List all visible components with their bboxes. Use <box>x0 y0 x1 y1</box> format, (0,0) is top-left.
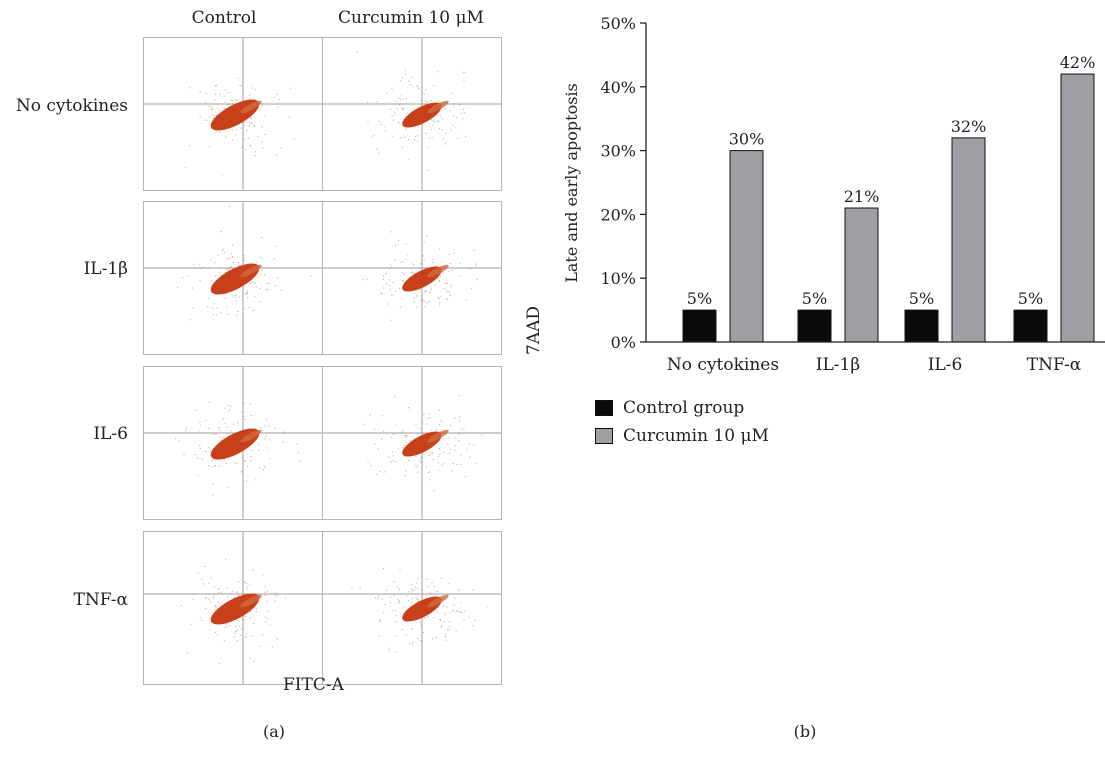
y-tick-label: 20% <box>600 205 636 224</box>
legend-swatch-curcumin <box>595 428 613 444</box>
row-header-no-cytokines: No cytokines <box>15 96 128 116</box>
column-header-curcumin: Curcumin 10 μM <box>338 8 484 28</box>
bar-value-label: 30% <box>729 130 765 149</box>
y-tick-label: 40% <box>600 78 636 97</box>
bar-chart: 0% 10% 20% 30% 40% 50% 5% 30% 5% 21% 5% 32% 5% 42% N… <box>562 14 1105 375</box>
panel-a-tag: (a) <box>262 722 286 741</box>
y-tick-label: 0% <box>611 333 636 352</box>
bar-labels: 5% 30% 5% 21% 5% 32% 5% 42% <box>687 53 1095 308</box>
row-header-il6: IL-6 <box>93 424 128 444</box>
panel-b-tag: (b) <box>793 722 817 741</box>
bar-value-label: 21% <box>844 187 880 206</box>
y-axis: 0% 10% 20% 30% 40% 50% <box>600 14 647 352</box>
flow-plot-no-cytokines-curcumin <box>322 37 502 191</box>
bar-value-label: 42% <box>1060 53 1096 72</box>
y-tick-label: 30% <box>600 142 636 161</box>
row-header-il1b: IL-1β <box>83 259 128 279</box>
bar-value-label: 5% <box>687 289 712 308</box>
bar-curcumin-2 <box>951 137 986 343</box>
flow-plot-il1b-curcumin <box>322 201 502 355</box>
bar-control-3 <box>1013 309 1048 343</box>
flow-plot-tnfa-control <box>143 531 323 685</box>
flow-plot-il6-control <box>143 366 323 520</box>
x-tick-label: IL-6 <box>928 355 963 375</box>
flow-plot-il6-curcumin <box>322 366 502 520</box>
flow-plot-il1b-control <box>143 201 323 355</box>
row-header-tnfa: TNF-α <box>73 590 128 610</box>
bar-control-1 <box>797 309 832 343</box>
x-axis: No cytokines IL-1β IL-6 TNF-α <box>646 341 1105 375</box>
bar-curcumin-0 <box>729 150 764 343</box>
bar-curcumin-1 <box>844 207 879 343</box>
chart-y-axis-title: Late and early apoptosis <box>562 83 581 282</box>
bars <box>682 73 1095 343</box>
bar-curcumin-3 <box>1060 73 1095 343</box>
flow-x-axis-title: FITC-A <box>283 675 344 695</box>
legend-swatch-control <box>595 400 613 416</box>
bar-control-0 <box>682 309 717 343</box>
legend-label-curcumin: Curcumin 10 μM <box>623 426 769 446</box>
bar-value-label: 5% <box>802 289 827 308</box>
flow-plot-no-cytokines-control <box>143 37 323 191</box>
x-tick-label: No cytokines <box>667 355 779 375</box>
bar-value-label: 32% <box>951 117 987 136</box>
x-tick-label: IL-1β <box>816 355 860 375</box>
y-tick-label: 10% <box>600 269 636 288</box>
flow-plot-tnfa-curcumin <box>322 531 502 685</box>
y-tick-label: 50% <box>600 14 636 33</box>
legend-item-control: Control group <box>595 398 744 418</box>
legend-label-control: Control group <box>623 398 745 418</box>
column-header-control: Control <box>191 8 257 28</box>
x-tick-label: TNF-α <box>1027 355 1082 375</box>
bar-control-2 <box>904 309 939 343</box>
bar-value-label: 5% <box>1018 289 1043 308</box>
bar-value-label: 5% <box>909 289 934 308</box>
legend-item-curcumin: Curcumin 10 μM <box>595 426 769 446</box>
